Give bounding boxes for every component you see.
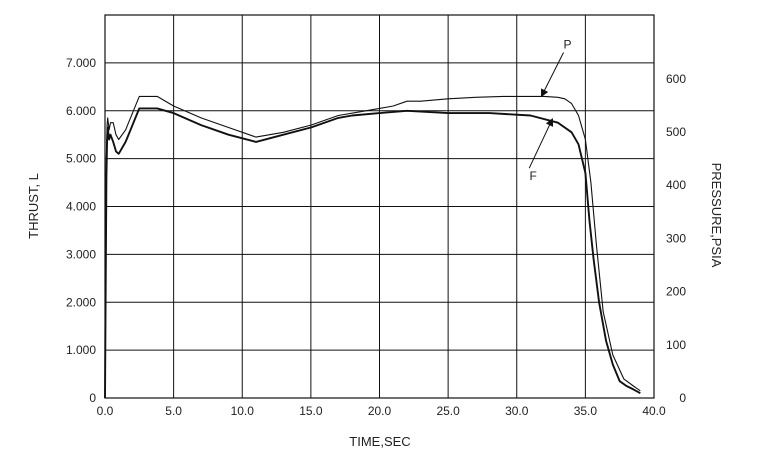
left-y-tick-label: 2.000: [66, 295, 96, 309]
x-tick-label: 5.0: [165, 404, 182, 418]
x-tick-label: 0.0: [97, 404, 114, 418]
annotations: PF: [528, 38, 572, 183]
x-tick-label: 30.0: [505, 404, 529, 418]
annotation-arrow-p: [541, 52, 564, 98]
right-y-tick-labels: 0 100 200 300 400 500 600: [666, 72, 686, 405]
plot-frame: [104, 14, 655, 399]
x-tick-labels: 0.0 5.0 10.0 15.0 20.0 25.0 30.0 35.0 40.0: [97, 404, 666, 418]
right-y-tick-label: 100: [666, 338, 686, 352]
left-y-tick-label: 5.000: [66, 152, 96, 166]
left-y-tick-labels: 0 1.000 2.000 3.000 4.000 5.000 6.000 7.000: [66, 56, 96, 405]
right-y-tick-label: 400: [666, 178, 686, 192]
right-y-tick-label: 500: [666, 125, 686, 139]
right-y-tick-label: 0: [679, 391, 686, 405]
left-y-tick-label: 0: [89, 391, 96, 405]
left-y-tick-label: 4.000: [66, 200, 96, 214]
right-y-tick-label: 600: [666, 72, 686, 86]
right-y-tick-label: 200: [666, 285, 686, 299]
left-y-axis-title: THRUST, L: [26, 173, 41, 239]
left-y-tick-label: 3.000: [66, 247, 96, 261]
annotation-label-p: P: [564, 38, 572, 52]
x-tick-label: 40.0: [642, 404, 666, 418]
x-axis-title: TIME,SEC: [349, 434, 410, 449]
grid: [104, 15, 655, 399]
series-line-p: [104, 95, 641, 399]
series-line-f: [104, 107, 641, 399]
x-tick-label: 35.0: [574, 404, 598, 418]
right-y-tick-label: 300: [666, 231, 686, 245]
left-y-tick-label: 7.000: [66, 56, 96, 70]
x-tick-label: 25.0: [436, 404, 460, 418]
left-y-tick-label: 6.000: [66, 104, 96, 118]
right-y-axis-title: PRESSURE,PSIA: [709, 163, 724, 268]
x-tick-label: 10.0: [231, 404, 255, 418]
x-tick-label: 15.0: [299, 404, 323, 418]
left-y-tick-label: 1.000: [66, 343, 96, 357]
x-tick-label: 20.0: [368, 404, 392, 418]
series-lines: [104, 95, 641, 399]
annotation-arrow-f: [528, 117, 554, 169]
annotation-label-f: F: [530, 169, 537, 183]
